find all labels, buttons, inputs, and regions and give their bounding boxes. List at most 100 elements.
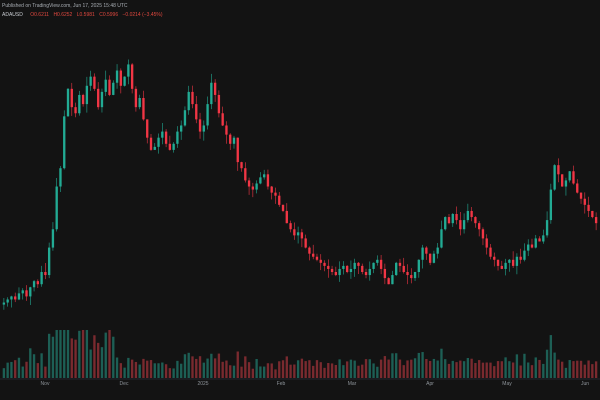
volume-bar bbox=[466, 357, 470, 378]
volume-bar bbox=[285, 356, 288, 378]
volume-bar bbox=[489, 362, 492, 378]
candle-body bbox=[395, 262, 398, 276]
time-axis[interactable]: Nov Dec 2025 Feb Mar Apr May Jun bbox=[0, 381, 600, 393]
candle-body bbox=[104, 79, 107, 92]
volume-bar bbox=[564, 367, 568, 378]
volume-bar bbox=[198, 356, 202, 378]
volume-bar bbox=[63, 330, 66, 378]
candle-body bbox=[485, 238, 488, 248]
volume-bar bbox=[470, 358, 473, 378]
candle-body bbox=[478, 223, 481, 230]
ohlc-close: C0.5996 bbox=[99, 12, 119, 18]
candle-body bbox=[402, 265, 405, 272]
candle-body bbox=[240, 162, 243, 169]
volume-bar bbox=[308, 360, 311, 378]
symbol-label[interactable]: ADAUSD bbox=[2, 12, 23, 18]
volume-bar bbox=[176, 360, 179, 378]
volume-bar bbox=[338, 359, 341, 378]
candle-body bbox=[545, 220, 549, 236]
volume-bar bbox=[100, 347, 104, 378]
volume-bar bbox=[594, 361, 598, 378]
tick-label-mar: Mar bbox=[347, 381, 357, 387]
volume-bar bbox=[153, 363, 156, 378]
candle-body bbox=[466, 210, 470, 221]
candle-body bbox=[440, 229, 443, 248]
candle-body bbox=[108, 79, 111, 95]
volume-bar bbox=[289, 364, 292, 378]
volume-bar bbox=[319, 362, 322, 378]
volume-bar bbox=[255, 358, 258, 378]
volume-bar bbox=[323, 367, 326, 378]
volume-bar bbox=[164, 364, 168, 378]
candle-body bbox=[349, 268, 353, 272]
candle-body bbox=[508, 259, 511, 263]
tick-label-2025: 2025 bbox=[197, 381, 209, 387]
volume-bar bbox=[25, 361, 28, 378]
volume-bar bbox=[161, 362, 164, 378]
volume-bar bbox=[349, 359, 353, 378]
volume-bar bbox=[353, 360, 356, 378]
volume-bar bbox=[210, 353, 213, 378]
volume-bar bbox=[108, 330, 111, 378]
candle-body bbox=[560, 174, 564, 187]
candle-body bbox=[568, 171, 571, 181]
volume-bar bbox=[146, 360, 149, 378]
candle-body bbox=[432, 253, 436, 263]
candle-body bbox=[229, 134, 232, 144]
candle-body bbox=[225, 125, 228, 135]
candle-body bbox=[444, 217, 447, 230]
volume-bar bbox=[557, 359, 560, 378]
volume-bar bbox=[10, 361, 13, 378]
candle-body bbox=[342, 265, 345, 269]
volume-bar bbox=[515, 354, 519, 378]
candle-body bbox=[357, 262, 360, 266]
volume-bar bbox=[387, 359, 390, 378]
candle-body bbox=[244, 168, 247, 181]
candle-body bbox=[217, 94, 221, 114]
volume-bar bbox=[410, 359, 413, 378]
volume-bar bbox=[406, 360, 409, 378]
volume-bar bbox=[357, 365, 360, 378]
candle-body bbox=[413, 272, 417, 279]
candle-body bbox=[436, 247, 439, 254]
candle-body bbox=[6, 299, 9, 303]
volume-bar bbox=[262, 366, 266, 378]
volume-bar bbox=[119, 363, 122, 378]
tick-label-apr: Apr bbox=[426, 381, 434, 387]
volume-bar bbox=[361, 364, 364, 378]
candle-body bbox=[376, 259, 379, 263]
candle-body bbox=[334, 272, 338, 276]
volume-bar bbox=[327, 362, 330, 378]
candle-body bbox=[519, 256, 522, 260]
candle-body bbox=[274, 192, 277, 196]
volume-bar bbox=[134, 361, 138, 378]
candle-body bbox=[583, 198, 586, 205]
volume-bar bbox=[183, 354, 187, 378]
volume-bar bbox=[85, 330, 89, 378]
candle-body bbox=[504, 262, 507, 269]
candle-body bbox=[262, 174, 266, 178]
candle-body bbox=[515, 256, 519, 266]
candle-body bbox=[372, 262, 375, 269]
candle-body bbox=[202, 125, 205, 132]
volume-bar bbox=[455, 362, 458, 378]
volume-bar bbox=[247, 362, 251, 378]
candle-body bbox=[206, 104, 209, 126]
volume-bar bbox=[372, 363, 375, 378]
candle-body bbox=[379, 259, 383, 269]
candle-body bbox=[78, 94, 81, 114]
candle-body bbox=[66, 88, 70, 117]
candle-body bbox=[523, 250, 526, 260]
candle-body bbox=[319, 259, 322, 263]
candle-body bbox=[500, 265, 503, 269]
ohlc-high: H0.6252 bbox=[53, 12, 73, 18]
volume-bar bbox=[229, 365, 232, 378]
volume-bar bbox=[191, 356, 194, 378]
candle-body bbox=[534, 238, 537, 248]
candle-body bbox=[474, 217, 477, 224]
volume-bar bbox=[428, 360, 432, 378]
candle-body bbox=[89, 76, 92, 86]
candle-body bbox=[180, 125, 183, 132]
candle-body bbox=[14, 296, 17, 300]
